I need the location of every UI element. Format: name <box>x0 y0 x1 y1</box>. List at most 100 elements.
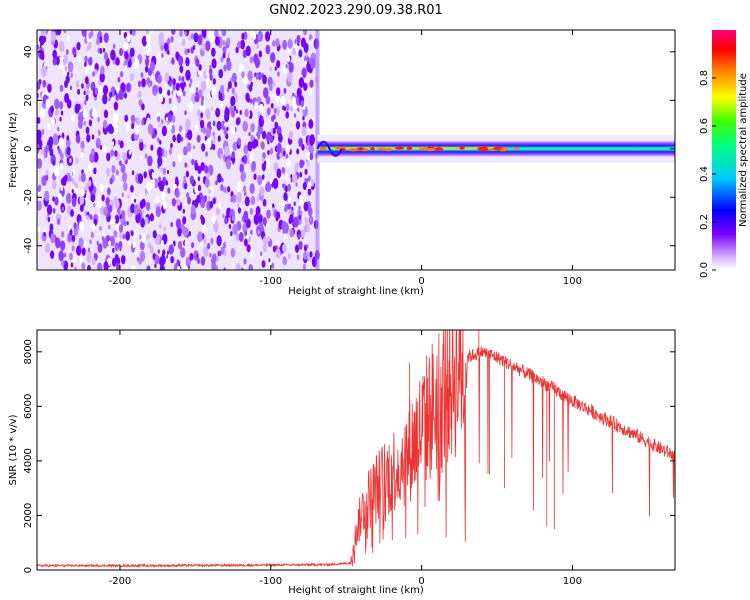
heatmap-noise-speck <box>219 153 223 159</box>
heatmap-noise-speck <box>184 31 187 36</box>
heatmap-noise-speck <box>296 148 300 155</box>
heatmap-noise-speck <box>223 267 226 270</box>
heatmap-noise-speck <box>236 182 242 193</box>
heatmap-noise-speck <box>147 117 150 123</box>
heatmap-noise-speck <box>54 196 59 206</box>
heatmap-noise-speck <box>248 263 254 270</box>
heatmap-noise-speck <box>260 251 263 256</box>
heatmap-noise-speck <box>180 247 186 258</box>
heatmap-noise-speck <box>182 216 187 225</box>
heatmap-noise-speck <box>203 195 208 203</box>
heatmap-noise-speck <box>61 176 67 187</box>
heatmap-noise-speck <box>200 216 206 226</box>
heatmap-noise-speck <box>239 163 245 174</box>
heatmap-noise-speck <box>160 167 163 172</box>
heatmap-noise-speck <box>49 250 55 259</box>
heatmap-noise-speck <box>269 147 274 155</box>
heatmap-noise-speck <box>94 68 98 76</box>
heatmap-noise-speck <box>69 85 73 91</box>
heatmap-noise-speck <box>214 30 219 39</box>
heatmap-noise-speck <box>304 60 307 66</box>
heatmap-noise-speck <box>115 93 120 101</box>
heatmap-noise-speck <box>298 49 303 58</box>
heatmap-noise-speck <box>129 72 134 82</box>
heatmap-noise-speck <box>160 254 166 265</box>
heatmap-noise-speck <box>150 178 156 189</box>
heatmap-noise-speck <box>114 150 118 157</box>
heatmap-noise-speck <box>63 30 67 34</box>
heatmap-noise-speck <box>261 142 265 150</box>
heatmap-noise-speck <box>309 134 315 146</box>
heatmap-noise-speck <box>111 216 116 225</box>
heatmap-noise-speck <box>206 171 210 179</box>
heatmap-band-hotspot <box>319 147 326 151</box>
heatmap-band-hotspot <box>459 146 465 150</box>
heatmap-noise-speck <box>75 134 81 144</box>
heatmap-noise-speck <box>298 215 301 220</box>
heatmap-noise-speck <box>210 237 214 245</box>
heatmap-noise-speck <box>203 237 207 245</box>
heatmap-noise-speck <box>182 208 186 214</box>
heatmap-noise-speck <box>99 71 105 83</box>
heatmap-noise-speck <box>102 84 109 96</box>
heatmap-noise-speck <box>308 119 314 129</box>
heatmap-noise-speck <box>159 95 164 103</box>
heatmap-noise-speck <box>255 72 260 80</box>
heatmap-noise-speck <box>45 174 49 181</box>
heatmap-noise-speck <box>306 244 309 249</box>
heatmap-noise-speck <box>230 247 236 258</box>
heatmap-noise-speck <box>249 207 254 215</box>
heatmap-noise-speck <box>226 87 230 93</box>
heatmap-noise-speck <box>199 119 205 129</box>
heatmap-noise-speck <box>283 192 288 201</box>
heatmap-noise-speck <box>98 85 103 95</box>
heatmap-noise-speck <box>304 216 309 224</box>
heatmap-noise-speck <box>282 243 287 253</box>
heatmap-noise-speck <box>117 76 121 83</box>
heatmap-noise-speck <box>77 55 82 62</box>
heatmap-noise-speck <box>171 198 177 207</box>
heatmap-noise-speck <box>222 213 225 219</box>
heatmap-noise-speck <box>132 242 136 249</box>
heatmap-noise-speck <box>159 264 165 270</box>
heatmap-noise-speck <box>296 34 301 43</box>
heatmap-noise-speck <box>230 125 236 135</box>
heatmap-noise-speck <box>91 257 96 266</box>
heatmap-noise-speck <box>60 110 64 116</box>
heatmap-noise-speck <box>264 158 271 170</box>
heatmap-noise-speck <box>103 109 109 119</box>
heatmap-noise-speck <box>108 224 111 230</box>
heatmap-noise-speck <box>159 223 162 229</box>
heatmap-noise-speck <box>73 222 77 230</box>
heatmap-noise-speck <box>160 119 164 125</box>
heatmap-noise-speck <box>273 162 279 172</box>
heatmap-noise-speck <box>172 84 176 91</box>
heatmap-noise-speck <box>80 172 86 183</box>
heatmap-noise-speck <box>58 250 64 262</box>
heatmap-noise-speck <box>285 103 290 112</box>
heatmap-noise-speck <box>61 132 65 138</box>
heatmap-noise-speck <box>228 224 232 229</box>
heatmap-noise-speck <box>194 185 199 194</box>
heatmap-noise-speck <box>66 146 71 156</box>
heatmap-noise-speck <box>40 51 45 61</box>
heatmap-noise-speck <box>134 125 140 135</box>
heatmap-ytick-label: -40 <box>23 238 34 254</box>
heatmap-noise-speck <box>161 191 166 201</box>
heatmap-noise-speck <box>237 137 242 146</box>
heatmap-noise-speck <box>287 202 292 211</box>
heatmap-noise-speck <box>197 109 201 117</box>
heatmap-noise-speck <box>37 200 42 211</box>
heatmap-noise-speck <box>112 113 119 124</box>
heatmap-noise-speck <box>57 147 62 155</box>
heatmap-noise-speck <box>299 194 303 202</box>
heatmap-noise-speck <box>46 204 53 215</box>
heatmap-noise-speck <box>52 196 55 202</box>
heatmap-noise-speck <box>74 266 77 270</box>
heatmap-noise-speck <box>131 122 135 130</box>
heatmap-noise-speck <box>265 133 270 142</box>
heatmap-noise-speck <box>99 183 104 193</box>
heatmap-noise-speck <box>133 231 137 238</box>
heatmap-noise-speck <box>103 32 109 44</box>
heatmap-noise-speck <box>47 83 52 93</box>
